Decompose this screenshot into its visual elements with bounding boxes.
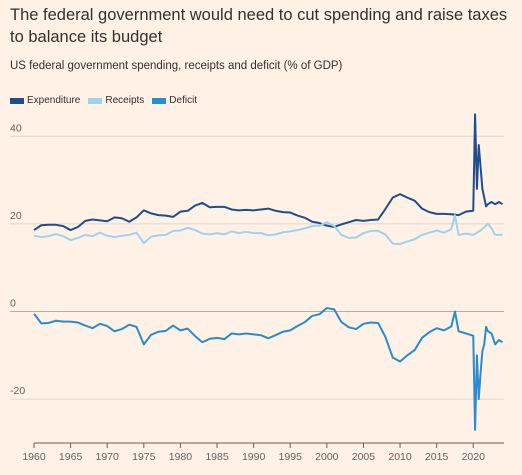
legend-label-receipts: Receipts (105, 95, 145, 106)
x-tick-label: 1975 (132, 451, 156, 463)
series-line-deficit (33, 307, 504, 431)
x-tick-label: 1965 (59, 451, 83, 463)
x-tick-label: 2020 (462, 451, 486, 463)
x-tick-label: 2015 (425, 451, 449, 463)
series-layer (33, 113, 504, 431)
legend-swatch-deficit (152, 97, 167, 104)
legend-label-deficit: Deficit (169, 95, 198, 106)
chart-title: The federal government would need to cut… (10, 6, 508, 46)
y-tick-label: 40 (10, 122, 22, 134)
x-tick-label: 1960 (22, 451, 46, 463)
series-line-expenditure (33, 113, 504, 232)
legend-swatch-expenditure (10, 97, 24, 104)
x-tick-label: 2010 (388, 451, 412, 463)
legend-item-expenditure: Expenditure (10, 95, 80, 106)
series-line-receipts (33, 214, 503, 246)
x-tick-label: 1995 (279, 451, 303, 463)
x-tick-label: 2005 (352, 451, 376, 463)
x-tick-label: 2000 (315, 451, 339, 463)
chart-subtitle: US federal government spending, receipts… (10, 60, 343, 72)
x-tick-label: 1990 (242, 451, 266, 463)
x-tick-label: 1980 (169, 451, 193, 463)
y-tick-label: -20 (10, 385, 25, 397)
x-tick-label: 1985 (205, 451, 229, 463)
y-tick-label: 0 (10, 298, 16, 310)
x-axis: 1960 1965 1970 1975 1980 1985 1990 1995 2000 2005… (22, 442, 504, 463)
legend-item-receipts: Receipts (88, 95, 144, 106)
legend-swatch-receipts (88, 97, 103, 104)
y-tick-label: 20 (10, 210, 22, 222)
legend-label-expenditure: Expenditure (27, 95, 81, 106)
grid-layer: 40 20 0 -20 (10, 122, 504, 400)
legend-item-deficit: Deficit (152, 95, 197, 106)
x-tick-label: 1970 (96, 451, 120, 463)
legend: Expenditure Receipts Deficit (10, 95, 197, 106)
